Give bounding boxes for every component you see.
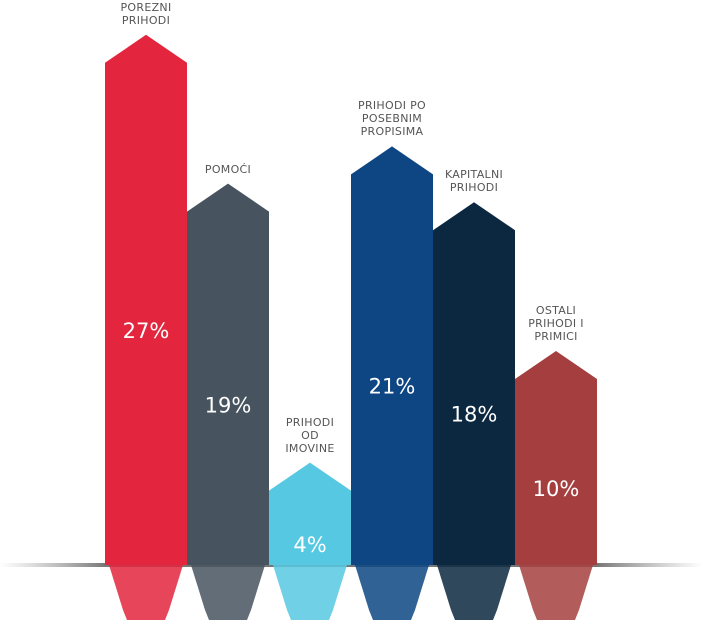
bar-foot: [355, 565, 429, 620]
category-label: PRIHODI OD IMOVINE: [285, 415, 335, 455]
bar: [269, 462, 351, 565]
value-label: 4%: [293, 533, 326, 557]
category-label: PRIHODI PO POSEBNIM PROPISIMA: [358, 99, 426, 139]
bar-foot: [273, 565, 347, 620]
value-label: 19%: [205, 393, 252, 417]
bar-foot: [109, 565, 183, 620]
category-label: OSTALI PRIHODI I PRIMICI: [528, 304, 584, 343]
category-label: POREZNI PRIHODI: [120, 0, 172, 27]
bar-foot: [519, 565, 593, 620]
bar: [105, 34, 187, 566]
bar: [433, 202, 515, 565]
bar-foot: [437, 565, 511, 620]
category-label: KAPITALNI PRIHODI: [444, 168, 504, 195]
value-label: 10%: [533, 477, 580, 501]
bar: [351, 146, 433, 565]
value-label: 21%: [369, 375, 416, 399]
bar: [515, 351, 597, 565]
value-label: 18%: [451, 403, 498, 427]
category-label: POMOĆI: [204, 162, 252, 176]
value-label: 27%: [123, 319, 170, 343]
bar: [187, 183, 269, 565]
bar-foot: [191, 565, 265, 620]
